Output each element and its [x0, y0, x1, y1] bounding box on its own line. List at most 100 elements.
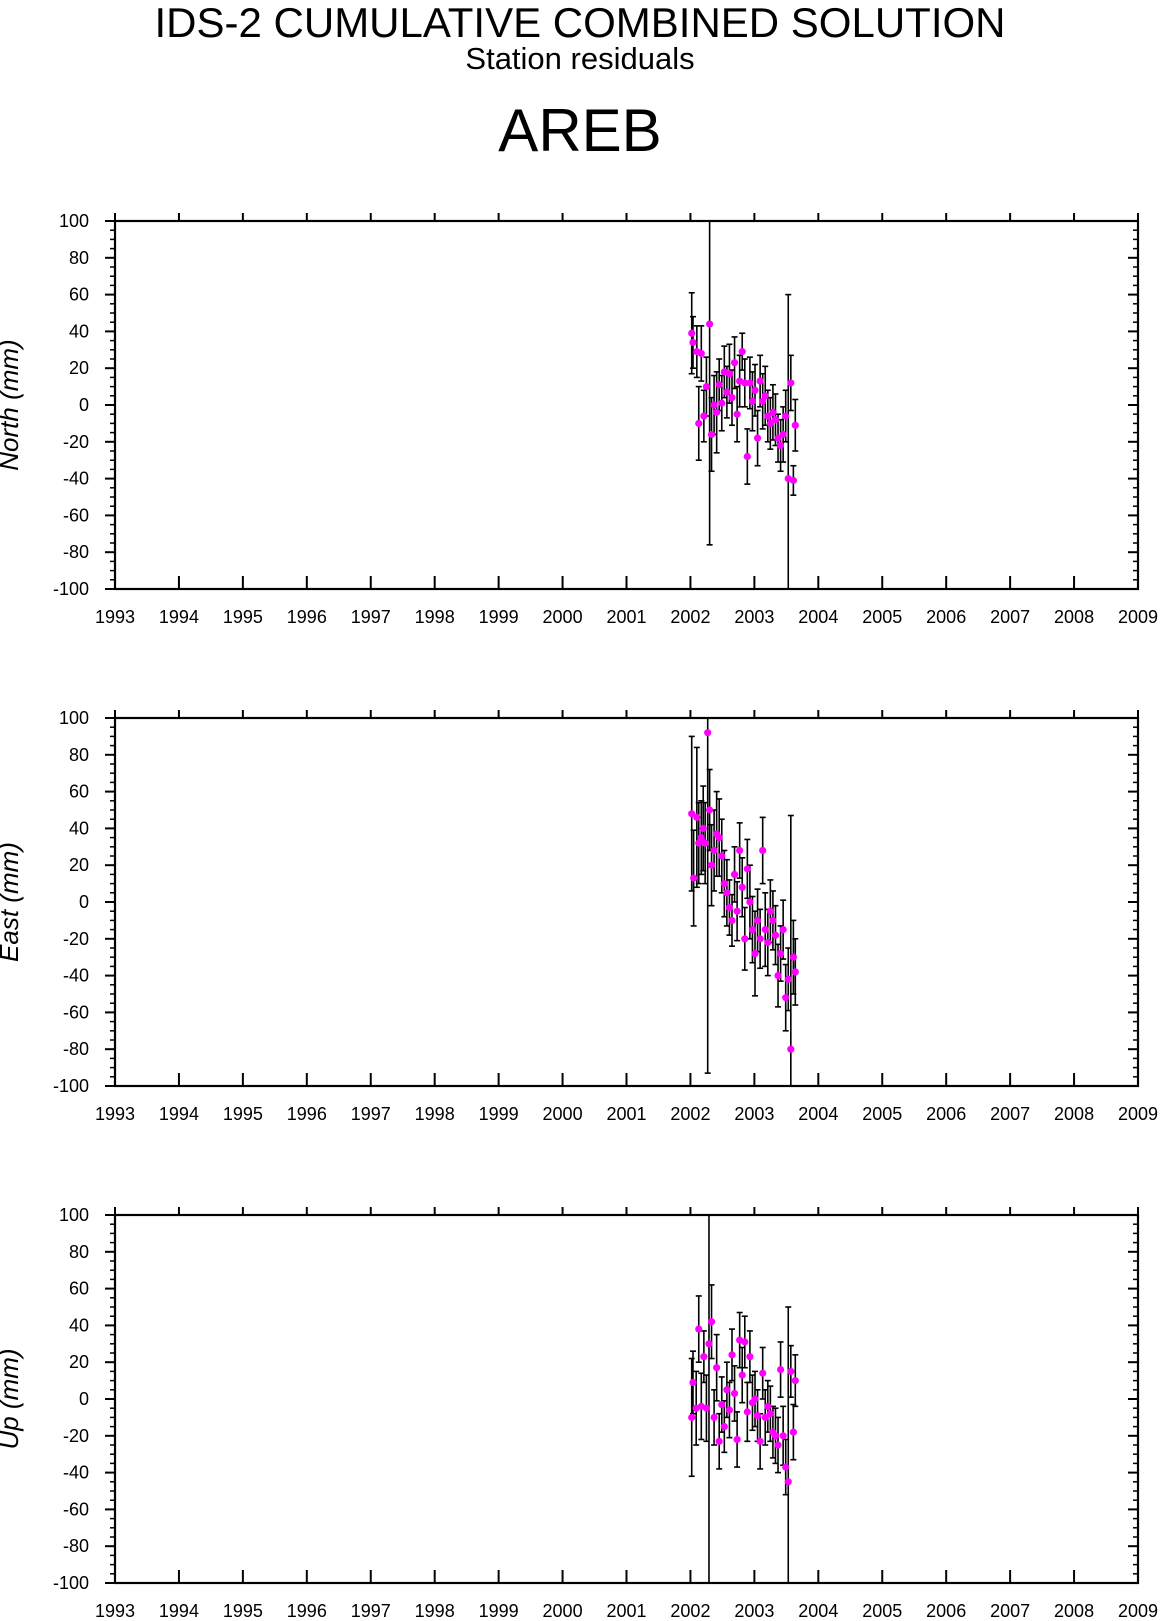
panel-3-data-point — [689, 1378, 697, 1387]
panel-3-xtick-label: 1999 — [479, 1601, 519, 1621]
panel-1-data-point — [782, 412, 790, 420]
panel-1-data-point — [697, 349, 705, 358]
panel-1-xtick-label: 1994 — [159, 607, 199, 627]
panel-3-data-point — [789, 1428, 797, 1436]
panel-2-data-point — [741, 935, 749, 943]
panel-1-ytick-label: -100 — [53, 579, 89, 599]
panel-1-data-point — [761, 392, 769, 400]
panel-1-ytick-label: 20 — [69, 358, 89, 378]
panel-1-xtick-label: 2001 — [606, 607, 646, 627]
panel-3-data-point — [782, 1463, 790, 1471]
panel-2-data-point — [753, 916, 762, 925]
panel-3-xtick-label: 1994 — [159, 1601, 199, 1621]
panel-2-data-point — [690, 874, 698, 882]
panel-3-xtick-label: 1998 — [415, 1601, 455, 1621]
panel-3-data-point — [746, 1353, 754, 1361]
panel-1-data-point — [776, 441, 785, 450]
panel-2-data-point — [756, 935, 764, 943]
panel-2-data-point — [730, 870, 739, 879]
panel-3-data-point — [700, 1353, 708, 1361]
panel-1-xtick-label: 2008 — [1054, 607, 1094, 627]
panel-3-data-point — [743, 1408, 751, 1416]
panel-1-ytick-label: 80 — [69, 248, 89, 268]
panel-2-xtick-label: 2005 — [862, 1104, 902, 1124]
panel-3-xtick-label: 1993 — [95, 1601, 135, 1621]
panel-3-data-point — [756, 1437, 764, 1445]
station-name: AREB — [498, 97, 662, 164]
panel-1-xtick-label: 1996 — [287, 607, 327, 627]
panel-2-data-point — [699, 824, 707, 833]
panel-2-data-point — [771, 931, 780, 939]
panel-3-xtick-label: 1996 — [287, 1601, 327, 1621]
panel-1-xtick-label: 2000 — [543, 607, 583, 627]
panel-3-ytick-label: 40 — [69, 1315, 89, 1335]
panel-2-xtick-label: 2006 — [926, 1104, 966, 1124]
panel-2-data-point — [779, 926, 787, 934]
panel-3-data-point — [705, 1340, 713, 1348]
panel-1-data-point — [751, 386, 759, 394]
panel-1-ytick-label: -60 — [63, 505, 89, 525]
panel-2-xtick-label: 1995 — [223, 1104, 263, 1124]
panel-2-data-point — [701, 839, 709, 847]
panel-3-data-point — [688, 1413, 696, 1421]
panel-2-data-point — [723, 889, 731, 897]
panel-2-data-point — [733, 907, 741, 915]
panel-3-data-point — [764, 1402, 772, 1410]
panel-1-data-point — [756, 377, 764, 385]
panel-3-data-point — [710, 1413, 718, 1421]
panel-1-ytick-label: 0 — [79, 395, 89, 415]
panel-1-ylabel: North (mm) — [0, 339, 24, 470]
panel-1-data-point — [733, 410, 741, 418]
panel-2-xtick-label: 1994 — [159, 1104, 199, 1124]
panel-2-xtick-label: 2009 — [1118, 1104, 1158, 1124]
panel-1-data-point — [718, 399, 726, 407]
panel-1-data-point — [743, 452, 751, 461]
panel-2-data-point — [791, 968, 799, 976]
panel-2-data-point — [759, 846, 767, 855]
panel-3-data-point — [730, 1389, 739, 1398]
panel-2-data-point — [766, 907, 774, 915]
panel-3-data-point — [733, 1435, 741, 1444]
panel-1-data-point — [689, 338, 697, 347]
panel-1-ytick-label: -80 — [63, 542, 89, 562]
panel-1-data-point — [738, 348, 746, 356]
panel-2-data-point — [761, 926, 769, 934]
panel-2-ylabel: East (mm) — [0, 842, 24, 962]
panel-2-data-point — [738, 883, 746, 891]
panel-3-xtick-label: 2009 — [1118, 1601, 1158, 1621]
panel-2-data-point — [751, 949, 759, 958]
panel-3-data-point — [759, 1369, 767, 1377]
panel-1-data-point — [707, 430, 716, 439]
panel-3-ytick-label: 100 — [59, 1205, 89, 1225]
panel-2-data-point — [782, 994, 790, 1002]
panel-1-ytick-label: -40 — [63, 469, 89, 489]
panel-3-data-point — [776, 1365, 785, 1374]
panel-1-data-point — [789, 476, 797, 485]
panel-2-xtick-label: 2004 — [798, 1104, 838, 1124]
panel-3-ytick-label: 20 — [69, 1352, 89, 1372]
panel-3-data-point — [738, 1371, 746, 1379]
panel-1-data-point — [791, 421, 799, 429]
panel-2-data-point — [707, 861, 716, 869]
panel-3-ytick-label: -60 — [63, 1499, 89, 1519]
panel-1-data-point — [748, 397, 757, 405]
panel-2-data-point — [688, 810, 696, 818]
panel-2-data-point — [718, 852, 726, 860]
panel-3-xtick-label: 1995 — [223, 1601, 263, 1621]
panel-3-data-point — [784, 1478, 792, 1486]
panel-1-ytick-label: 40 — [69, 321, 89, 341]
panel-3-xtick-label: 2003 — [734, 1601, 774, 1621]
panel-1-data-point — [764, 412, 772, 420]
panel-3-data-point — [723, 1386, 731, 1394]
panel-1-data-point — [688, 329, 696, 337]
panel-2-data-point — [706, 806, 714, 814]
panel-3-ytick-label: -40 — [63, 1463, 89, 1483]
panel-1-data-point — [766, 419, 774, 427]
panel-3-data-point — [753, 1411, 762, 1420]
panel-2-ytick-label: 100 — [59, 708, 89, 728]
panel-1-xtick-label: 2002 — [670, 607, 710, 627]
panel-3-xtick-label: 2008 — [1054, 1601, 1094, 1621]
panel-3-ytick-label: 60 — [69, 1279, 89, 1299]
panel-2-frame — [113, 716, 1140, 1088]
panel-3-data-point — [720, 1423, 728, 1431]
